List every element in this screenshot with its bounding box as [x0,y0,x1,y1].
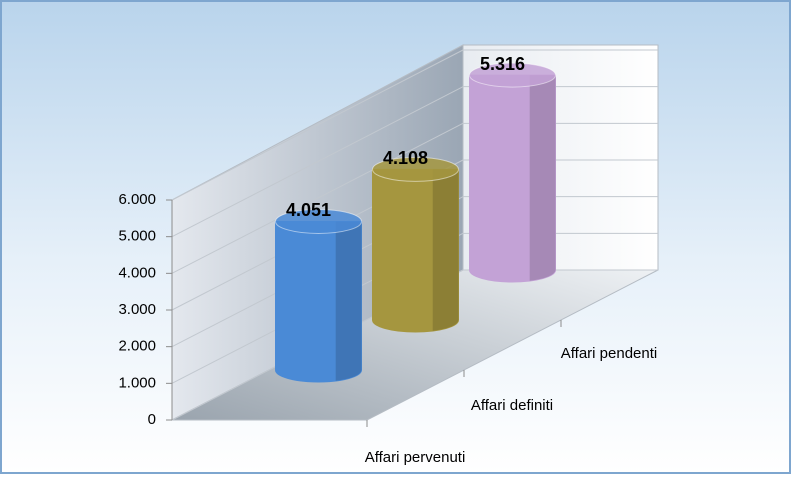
value-label: 4.108 [383,148,428,168]
value-label: 5.316 [480,54,525,74]
cylinder-shade [432,169,459,331]
y-tick-label: 0 [148,411,156,428]
cylinder [372,168,459,333]
cylinder-shade [335,221,362,381]
y-tick-label: 5.000 [118,228,156,245]
y-tick-label: 1.000 [118,374,156,391]
cylinder [469,74,556,283]
x-tick-label: Affari pendenti [561,345,657,362]
cylinder-top [372,156,459,182]
plot: 0 1.000 2.000 3.000 4.000 5.000 6.000 4.051 Affa… [118,49,658,466]
x-tick-label: Affari definiti [471,397,553,414]
cylinder [275,220,362,383]
grid-line [171,122,464,274]
cylinder-top [275,208,362,234]
y-tick-label: 6.000 [118,191,156,208]
y-tick-label: 4.000 [118,264,156,281]
value-label: 4.051 [286,200,331,220]
y-tick-label: 3.000 [118,301,156,318]
cylinder-shade [529,75,556,281]
x-tick-label: Affari pervenuti [365,449,466,466]
grid-line [171,49,464,201]
y-tick-label: 2.000 [118,338,156,355]
grid-line [171,86,464,238]
cylinder-top [469,62,556,88]
